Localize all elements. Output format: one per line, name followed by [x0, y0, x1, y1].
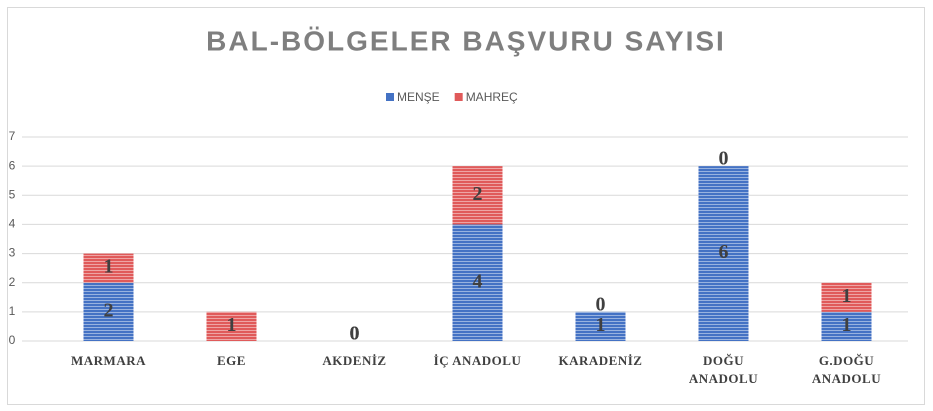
y-tick-label: 7 [9, 129, 16, 143]
data-label: 1 [104, 256, 114, 278]
data-label: 2 [473, 183, 483, 205]
y-tick-label: 3 [9, 246, 16, 260]
x-tick-label: EGE [217, 353, 246, 368]
x-tick-label: MARMARA [71, 353, 146, 368]
y-tick-label: 6 [9, 158, 16, 172]
x-tick-label: DOĞU ANADOLU [688, 353, 759, 386]
data-label: 1 [842, 314, 852, 336]
legend-swatch [454, 93, 463, 101]
bar-segment [575, 311, 626, 341]
y-tick-label: 2 [9, 275, 16, 289]
legend-swatch [386, 93, 394, 101]
y-tick-label: 0 [9, 333, 16, 347]
x-tick-label: G.DOĞU ANADOLU [811, 353, 882, 386]
legend-label: MENŞE [397, 90, 440, 104]
bar-segment [821, 311, 872, 341]
data-label: 2 [104, 299, 114, 321]
y-tick-label: 4 [9, 217, 16, 231]
data-label: 0 [350, 323, 360, 345]
chart-title: BAL-BÖLGELER BAŞVURU SAYISI [206, 25, 726, 56]
bar-segment [83, 253, 134, 283]
x-tick-label: KARADENİZ [558, 353, 643, 368]
data-label: 1 [842, 285, 852, 307]
x-tick-label: İÇ ANADOLU [433, 353, 522, 368]
data-label: 4 [473, 270, 483, 292]
x-tick-label: AKDENİZ [322, 353, 387, 368]
data-label: 0 [350, 323, 360, 345]
bar-segment [83, 282, 134, 341]
bar-segment [698, 166, 749, 341]
bar-segment [206, 311, 257, 341]
data-label: 0 [719, 148, 729, 170]
y-tick-label: 5 [9, 187, 16, 201]
data-label: 0 [596, 293, 606, 315]
data-label: 1 [596, 314, 606, 336]
y-tick-label: 1 [9, 304, 16, 318]
bar-segment [821, 282, 872, 312]
legend-label: MAHREÇ [466, 90, 518, 104]
bar-segment [452, 166, 503, 225]
data-label: 1 [227, 314, 237, 336]
bar-segment [452, 224, 503, 341]
data-label: 6 [719, 241, 729, 263]
